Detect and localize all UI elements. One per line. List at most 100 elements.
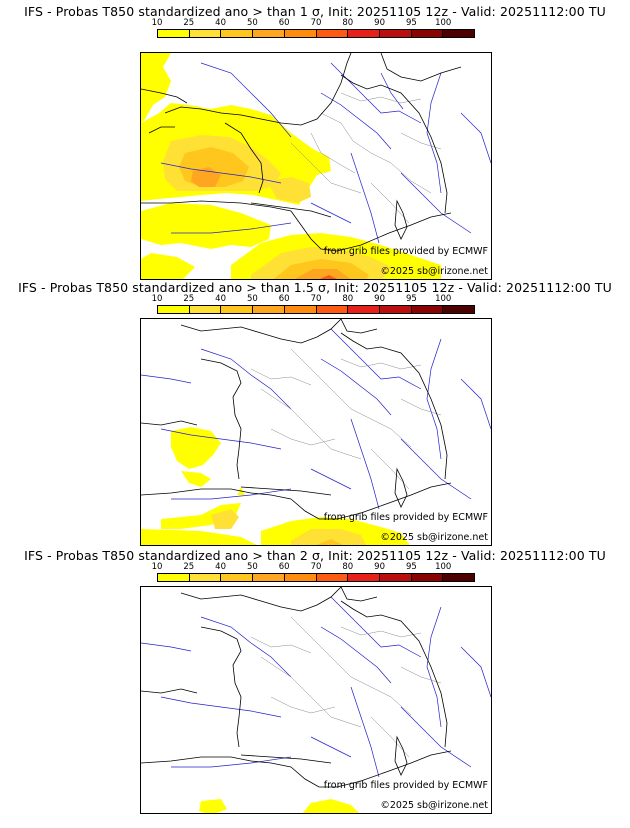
- legend-bin: [316, 30, 349, 37]
- legend-bin: [253, 306, 285, 313]
- source-credit: from grib files provided by ECMWF: [323, 512, 488, 523]
- legend-bar: [157, 29, 475, 38]
- coastlines: [141, 319, 452, 520]
- legend-bar: [157, 305, 475, 314]
- coastlines: [141, 53, 462, 252]
- rivers: [160, 62, 491, 244]
- map-svg: [141, 587, 491, 813]
- legend-tick-95: 95: [405, 562, 417, 572]
- legend-bin: [443, 306, 475, 313]
- legend-tick-90: 90: [374, 562, 386, 572]
- legend-bin: [189, 30, 222, 37]
- panel-title: IFS - Probas T850 standardized ano > tha…: [18, 280, 612, 295]
- legend-tick-70: 70: [310, 562, 322, 572]
- legend-bin: [221, 306, 254, 313]
- coastlines: [141, 587, 452, 788]
- country-borders: [240, 332, 448, 496]
- legend-tick-100: 100: [435, 562, 452, 572]
- legend-tick-60: 60: [278, 18, 290, 28]
- legend-bin: [221, 30, 254, 37]
- legend-bin: [253, 30, 285, 37]
- legend-tick-50: 50: [246, 294, 258, 304]
- legend-tick-100: 100: [435, 294, 452, 304]
- legend-bin: [189, 574, 222, 581]
- legend-bar: [157, 573, 475, 582]
- legend-bin: [411, 306, 444, 313]
- legend-tick-40: 40: [215, 294, 227, 304]
- panel-title: IFS - Probas T850 standardized ano > tha…: [24, 4, 606, 19]
- copyright-credit: ©2025 sb@irizone.net: [380, 800, 488, 811]
- legend-bin: [443, 574, 475, 581]
- legend-tick-80: 80: [342, 18, 354, 28]
- legend-bin: [379, 306, 412, 313]
- legend-tick-40: 40: [215, 562, 227, 572]
- legend-bin: [284, 30, 317, 37]
- legend-tick-60: 60: [278, 562, 290, 572]
- legend-tick-95: 95: [405, 294, 417, 304]
- legend-ticks: 10 25 40 50 60 70 80 90 95 100: [152, 18, 475, 28]
- copyright-credit: ©2025 sb@irizone.net: [380, 266, 488, 277]
- legend-bin: [158, 306, 190, 313]
- legend-tick-80: 80: [342, 294, 354, 304]
- legend-bin: [379, 574, 412, 581]
- panel-1: IFS - Probas T850 standardized ano > tha…: [0, 4, 630, 280]
- panel-3: IFS - Probas T850 standardized ano > tha…: [0, 548, 630, 816]
- admin-borders: [250, 616, 442, 758]
- legend-bin: [411, 30, 444, 37]
- color-legend: 10 25 40 50 60 70 80 90 95 100: [152, 18, 475, 40]
- legend-tick-10: 10: [151, 18, 163, 28]
- legend-bin: [221, 574, 254, 581]
- legend-bin: [284, 574, 317, 581]
- legend-tick-10: 10: [151, 562, 163, 572]
- probability-shading: [199, 799, 359, 813]
- legend-tick-25: 25: [183, 562, 195, 572]
- legend-bin: [158, 30, 190, 37]
- legend-tick-95: 95: [405, 18, 417, 28]
- legend-tick-70: 70: [310, 18, 322, 28]
- rivers: [141, 596, 491, 778]
- probability-shading: [141, 427, 410, 545]
- probability-map: from grib files provided by ECMWF ©2025 …: [140, 318, 492, 546]
- legend-bin: [158, 574, 190, 581]
- probability-map: from grib files provided by ECMWF ©2025 …: [140, 586, 492, 814]
- legend-tick-50: 50: [246, 562, 258, 572]
- source-credit: from grib files provided by ECMWF: [323, 246, 488, 257]
- legend-tick-25: 25: [183, 294, 195, 304]
- country-borders: [240, 600, 448, 764]
- legend-tick-90: 90: [374, 294, 386, 304]
- legend-tick-70: 70: [310, 294, 322, 304]
- legend-bin: [443, 30, 475, 37]
- legend-ticks: 10 25 40 50 60 70 80 90 95 100: [152, 562, 475, 572]
- admin-borders: [290, 92, 442, 224]
- legend-tick-60: 60: [278, 294, 290, 304]
- legend-tick-100: 100: [435, 18, 452, 28]
- color-legend: 10 25 40 50 60 70 80 90 95 100: [152, 562, 475, 584]
- legend-tick-40: 40: [215, 18, 227, 28]
- legend-bin: [348, 574, 380, 581]
- legend-tick-10: 10: [151, 294, 163, 304]
- legend-bin: [411, 574, 444, 581]
- legend-bin: [189, 306, 222, 313]
- legend-bin: [348, 30, 380, 37]
- admin-borders: [250, 348, 442, 490]
- legend-bin: [284, 306, 317, 313]
- legend-tick-80: 80: [342, 562, 354, 572]
- map-svg: [141, 53, 491, 279]
- legend-tick-25: 25: [183, 18, 195, 28]
- legend-ticks: 10 25 40 50 60 70 80 90 95 100: [152, 294, 475, 304]
- color-legend: 10 25 40 50 60 70 80 90 95 100: [152, 294, 475, 316]
- panel-2: IFS - Probas T850 standardized ano > tha…: [0, 280, 630, 548]
- legend-bin: [316, 574, 349, 581]
- legend-bin: [348, 306, 380, 313]
- legend-tick-90: 90: [374, 18, 386, 28]
- rivers: [141, 328, 491, 510]
- probability-map: from grib files provided by ECMWF ©2025 …: [140, 52, 492, 280]
- legend-tick-50: 50: [246, 18, 258, 28]
- source-credit: from grib files provided by ECMWF: [323, 780, 488, 791]
- copyright-credit: ©2025 sb@irizone.net: [380, 532, 488, 543]
- country-borders: [250, 74, 448, 218]
- map-svg: [141, 319, 491, 545]
- legend-bin: [379, 30, 412, 37]
- panel-title: IFS - Probas T850 standardized ano > tha…: [24, 548, 606, 563]
- legend-bin: [316, 306, 349, 313]
